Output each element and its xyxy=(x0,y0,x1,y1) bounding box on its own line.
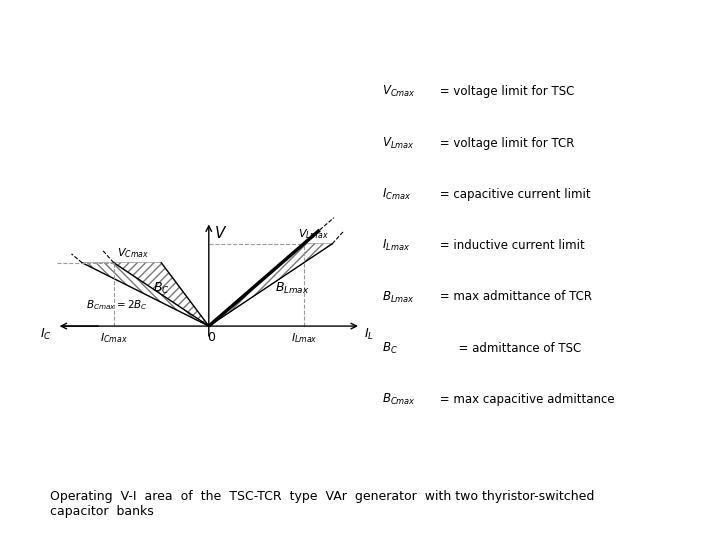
Text: = max admittance of TCR: = max admittance of TCR xyxy=(436,291,592,303)
Text: $B_{Lmax}$: $B_{Lmax}$ xyxy=(382,289,414,305)
Text: Operating  V-I  area  of  the  TSC-TCR  type  VAr  generator  with two thyristor: Operating V-I area of the TSC-TCR type V… xyxy=(50,490,595,518)
Polygon shape xyxy=(82,263,209,326)
Text: $I_{Cmax}$: $I_{Cmax}$ xyxy=(382,187,411,202)
Text: $V_{Lmax}$: $V_{Lmax}$ xyxy=(298,227,329,241)
Text: $V_{Lmax}$: $V_{Lmax}$ xyxy=(382,136,414,151)
Text: = max capacitive admittance: = max capacitive admittance xyxy=(436,393,614,406)
Text: $0$: $0$ xyxy=(207,331,217,344)
Text: = voltage limit for TSC: = voltage limit for TSC xyxy=(436,85,574,98)
Text: = voltage limit for TCR: = voltage limit for TCR xyxy=(436,137,574,150)
Text: = capacitive current limit: = capacitive current limit xyxy=(436,188,590,201)
Polygon shape xyxy=(209,244,333,326)
Text: $B_{Cmax}$: $B_{Cmax}$ xyxy=(382,392,415,407)
Text: $V$: $V$ xyxy=(214,225,228,241)
Text: = inductive current limit: = inductive current limit xyxy=(436,239,585,252)
Text: = admittance of TSC: = admittance of TSC xyxy=(436,342,581,355)
Text: $B_C$: $B_C$ xyxy=(382,341,397,356)
Polygon shape xyxy=(114,263,209,326)
Text: $I_C$: $I_C$ xyxy=(40,327,52,342)
Text: $I_L$: $I_L$ xyxy=(364,327,374,342)
Text: $V_{Cmax}$: $V_{Cmax}$ xyxy=(117,246,149,260)
Text: $I_{Lmax}$: $I_{Lmax}$ xyxy=(291,331,317,345)
Text: $V_{Cmax}$: $V_{Cmax}$ xyxy=(382,84,415,99)
Text: $B_{Cmax}=2B_C$: $B_{Cmax}=2B_C$ xyxy=(86,298,148,312)
Text: $B_C$: $B_C$ xyxy=(153,280,170,295)
Text: $I_{Cmax}$: $I_{Cmax}$ xyxy=(100,331,127,345)
Text: $B_{Lmax}$: $B_{Lmax}$ xyxy=(275,280,310,295)
Text: $I_{Lmax}$: $I_{Lmax}$ xyxy=(382,238,410,253)
